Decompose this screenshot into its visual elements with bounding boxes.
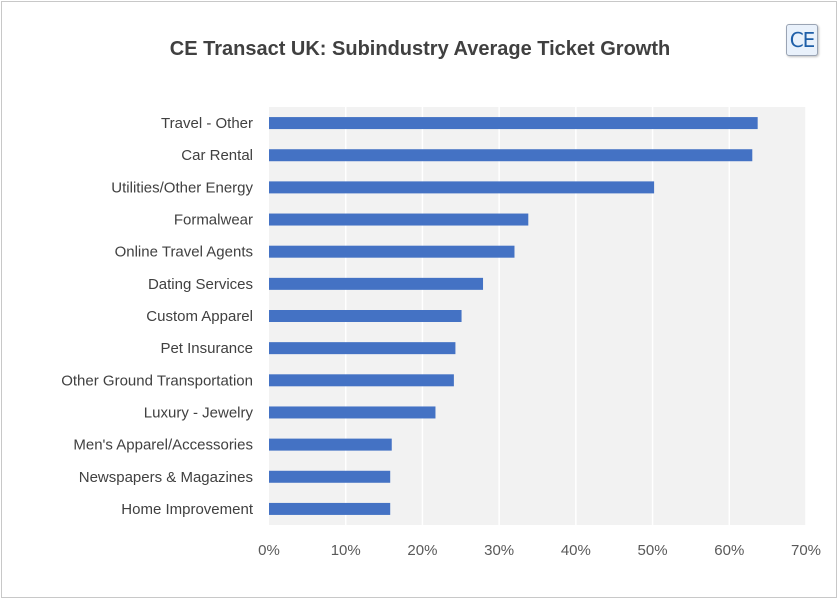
category-label: Utilities/Other Energy <box>111 179 253 196</box>
category-label: Other Ground Transportation <box>61 372 253 389</box>
category-label: Luxury - Jewelry <box>144 404 254 421</box>
ce-logo-text: CE <box>789 28 816 52</box>
x-tick-labels: 0% 10% 20% 30% 40% 50% 60% 70% <box>258 542 821 559</box>
x-tick-label: 0% <box>258 542 280 559</box>
bar <box>269 181 655 194</box>
x-tick-label: 40% <box>561 542 591 559</box>
bar <box>269 374 454 387</box>
category-label: Home Improvement <box>121 501 254 518</box>
bar <box>269 245 515 258</box>
category-labels: Travel - Other Car Rental Utilities/Other … <box>61 115 254 518</box>
bars <box>269 117 758 515</box>
bar <box>269 149 753 162</box>
category-label: Online Travel Agents <box>115 244 253 261</box>
x-tick-label: 60% <box>714 542 744 559</box>
category-label: Dating Services <box>148 276 253 293</box>
x-tick-label: 30% <box>484 542 514 559</box>
ce-logo: CE <box>786 24 818 56</box>
x-tick-label: 70% <box>791 542 821 559</box>
category-label: Pet Insurance <box>160 340 253 357</box>
x-tick-label: 10% <box>331 542 361 559</box>
bar <box>269 470 391 483</box>
chart-title: CE Transact UK: Subindustry Average Tick… <box>169 38 671 60</box>
bar <box>269 406 436 419</box>
gridlines <box>344 107 807 525</box>
category-label: Car Rental <box>181 147 253 164</box>
x-tick-label: 50% <box>638 542 668 559</box>
bar <box>269 342 456 355</box>
bar <box>269 277 484 290</box>
category-label: Formalwear <box>174 212 253 229</box>
bar <box>269 213 529 226</box>
category-label: Custom Apparel <box>146 308 253 325</box>
x-tick-label: 20% <box>407 542 437 559</box>
bar <box>269 117 758 130</box>
bar <box>269 310 462 322</box>
bar <box>269 502 391 515</box>
category-label: Newspapers & Magazines <box>79 469 253 486</box>
bar <box>269 438 392 451</box>
category-label: Men's Apparel/Accessories <box>73 437 253 454</box>
category-label: Travel - Other <box>161 115 253 132</box>
